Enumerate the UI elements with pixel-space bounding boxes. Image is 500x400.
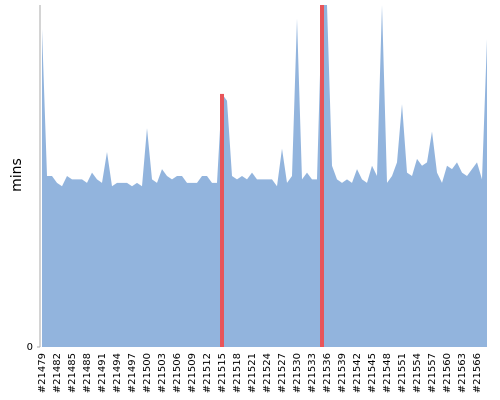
x-tick-label: #21497 xyxy=(127,353,138,393)
x-tick-label: #21524 xyxy=(262,353,273,393)
y-tick-label: 0 xyxy=(27,342,33,353)
highlight-bar xyxy=(220,93,224,347)
x-tick-label: #21518 xyxy=(232,353,243,393)
x-tick-label: #21527 xyxy=(277,353,288,393)
x-tick-label: #21557 xyxy=(427,353,438,393)
x-tick-label: #21479 xyxy=(37,353,48,393)
x-tick-label: #21530 xyxy=(292,353,303,393)
area xyxy=(42,5,487,347)
x-tick-label: #21539 xyxy=(337,353,348,393)
highlight-bar xyxy=(320,5,324,347)
x-tick-label: #21515 xyxy=(217,353,228,393)
x-tick-label: #21512 xyxy=(202,353,213,393)
x-tick-label: #21533 xyxy=(307,353,318,393)
x-tick-label: #21509 xyxy=(187,353,198,393)
x-tick-label: #21485 xyxy=(67,353,78,393)
x-tick-label: #21536 xyxy=(322,353,333,393)
x-tick-label: #21551 xyxy=(397,353,408,393)
x-tick-label: #21482 xyxy=(52,353,63,393)
x-tick-label: #21560 xyxy=(442,353,453,393)
y-axis-label: mins xyxy=(9,158,25,192)
x-tick-label: #21506 xyxy=(172,353,183,393)
x-tick-label: #21521 xyxy=(247,353,258,393)
x-tick-label: #21566 xyxy=(472,353,483,393)
x-tick-label: #21548 xyxy=(382,353,393,393)
x-tick-label: #21554 xyxy=(412,353,423,393)
x-tick-label: #21488 xyxy=(82,353,93,393)
x-tick-label: #21491 xyxy=(97,353,108,393)
x-tick-label: #21542 xyxy=(352,353,363,393)
x-tick-label: #21500 xyxy=(142,353,153,393)
x-tick-label: #21494 xyxy=(112,353,123,393)
x-tick-label: #21545 xyxy=(367,353,378,393)
x-tick-label: #21503 xyxy=(157,353,168,393)
x-tick-label: #21563 xyxy=(457,353,468,393)
